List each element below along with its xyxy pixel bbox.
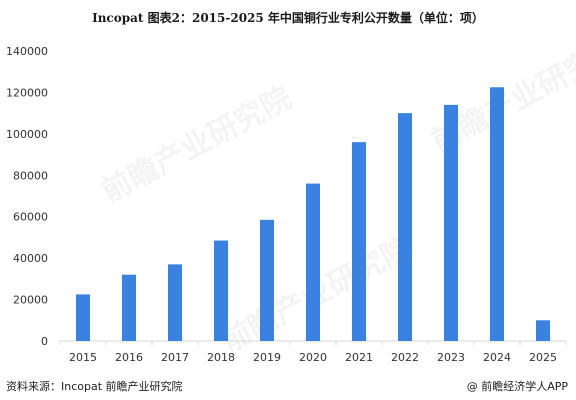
bar-2024 (490, 87, 504, 341)
x-tick-label: 2021 (345, 351, 373, 364)
bar-2018 (214, 240, 228, 341)
chart-title: Incopat 图表2：2015-2025 年中国铜行业专利公开数量（单位：项） (92, 11, 484, 25)
y-tick-label: 120000 (6, 86, 48, 99)
x-tick-label: 2022 (391, 351, 419, 364)
bar-2017 (168, 264, 182, 341)
source-note: 资料来源：Incopat 前瞻产业研究院 (6, 380, 183, 393)
bar-2025 (536, 320, 550, 341)
y-tick-label: 60000 (13, 211, 48, 224)
y-tick-label: 140000 (6, 45, 48, 58)
y-tick-label: 80000 (13, 169, 48, 182)
bar-2015 (76, 294, 90, 341)
x-tick-label: 2020 (299, 351, 327, 364)
bar-2016 (122, 274, 136, 341)
x-tick-label: 2019 (253, 351, 281, 364)
bar-2022 (398, 113, 412, 342)
y-tick-label: 100000 (6, 128, 48, 141)
x-tick-label: 2023 (437, 351, 465, 364)
x-tick-label: 2017 (161, 351, 189, 364)
x-tick-label: 2015 (69, 351, 97, 364)
bar-2020 (306, 183, 320, 341)
x-tick-label: 2016 (115, 351, 143, 364)
bar-2023 (444, 104, 458, 341)
x-tick-label: 2018 (207, 351, 235, 364)
bar-2021 (352, 142, 366, 341)
x-tick-label: 2024 (483, 351, 511, 364)
y-tick-label: 0 (41, 335, 48, 348)
y-tick-label: 20000 (13, 294, 48, 307)
x-tick-label: 2025 (529, 351, 557, 364)
y-tick-label: 40000 (13, 252, 48, 265)
bar-2019 (260, 219, 274, 341)
app-credit: @ 前瞻经济学人APP (466, 380, 568, 393)
